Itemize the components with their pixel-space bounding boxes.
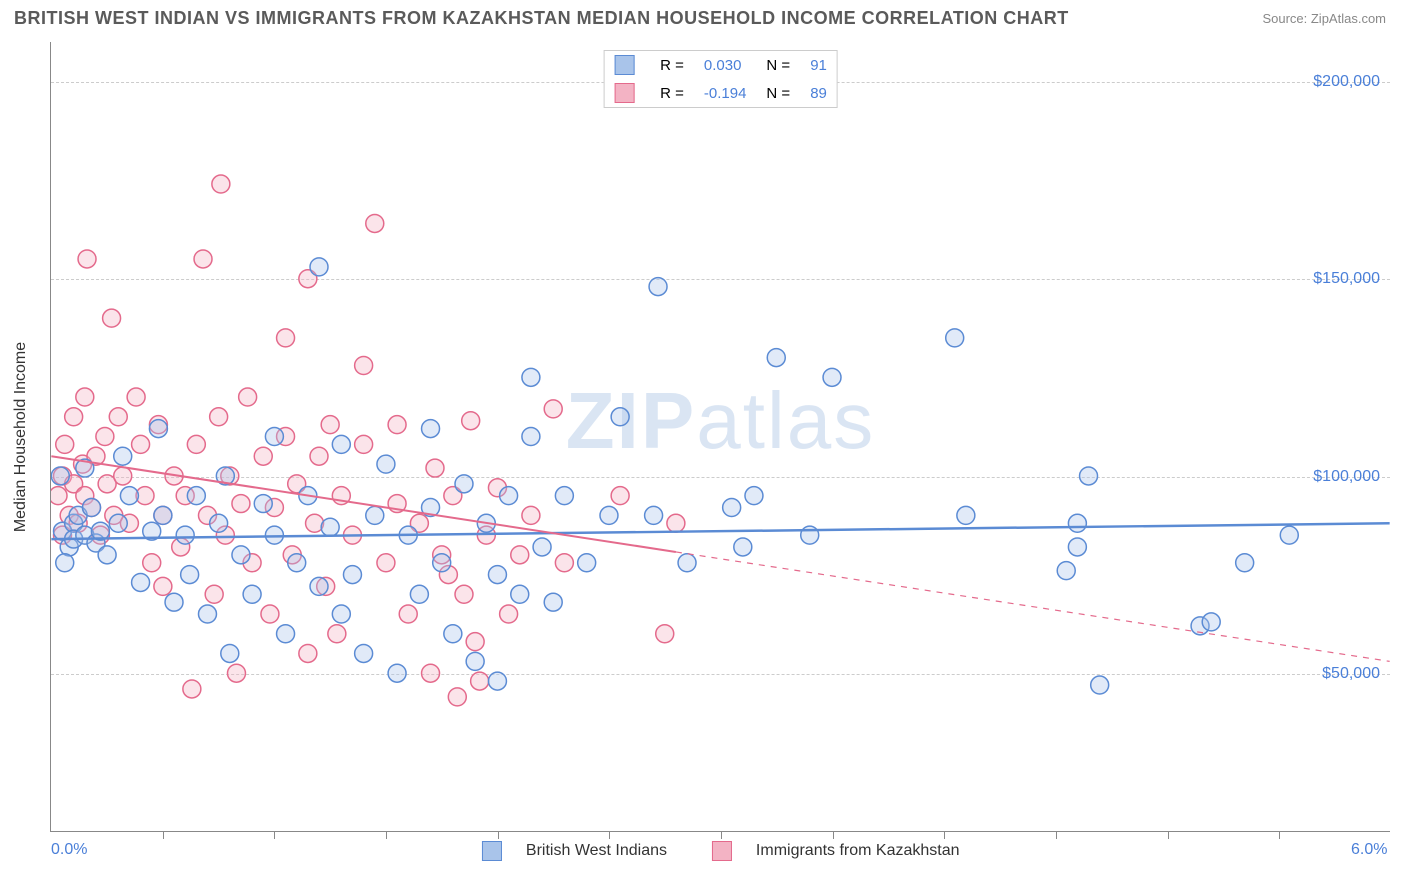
xtick-mark: [721, 831, 722, 839]
swatch-series-2: [614, 83, 634, 103]
legend-label-1: British West Indians: [526, 842, 667, 859]
correlation-legend: R = 0.030 N = 91 R = -0.194 N = 89: [603, 50, 838, 108]
xtick-mark: [386, 831, 387, 839]
chart-title: BRITISH WEST INDIAN VS IMMIGRANTS FROM K…: [14, 8, 1069, 29]
xtick-mark: [1279, 831, 1280, 839]
xtick-mark: [944, 831, 945, 839]
xtick-mark: [163, 831, 164, 839]
xtick-mark: [609, 831, 610, 839]
xtick-label: 0.0%: [51, 841, 87, 859]
legend-row-series-2: R = -0.194 N = 89: [604, 79, 837, 107]
source-attribution: Source: ZipAtlas.com: [1262, 11, 1386, 26]
legend-item-1: British West Indians: [471, 842, 681, 859]
xtick-mark: [833, 831, 834, 839]
y-axis-label: Median Household Income: [12, 341, 30, 531]
swatch-series-1: [614, 55, 634, 75]
r-value-series-2: -0.194: [694, 79, 757, 107]
n-value-series-2: 89: [800, 79, 837, 107]
legend-swatch-1: [481, 841, 501, 861]
legend-label-2: Immigrants from Kazakhstan: [756, 842, 960, 859]
xtick-label: 6.0%: [1351, 841, 1387, 859]
r-value-series-1: 0.030: [694, 51, 757, 79]
xtick-mark: [1168, 831, 1169, 839]
xtick-mark: [498, 831, 499, 839]
n-value-series-1: 91: [800, 51, 837, 79]
legend-row-series-1: R = 0.030 N = 91: [604, 51, 837, 79]
xtick-mark: [274, 831, 275, 839]
scatter-plot-svg: [51, 42, 1390, 831]
legend-swatch-2: [711, 841, 731, 861]
xtick-mark: [1056, 831, 1057, 839]
chart-plot-area: Median Household Income ZIPatlas R = 0.0…: [50, 42, 1390, 832]
legend-item-2: Immigrants from Kazakhstan: [701, 842, 969, 859]
series-legend: British West Indians Immigrants from Kaz…: [461, 841, 979, 861]
